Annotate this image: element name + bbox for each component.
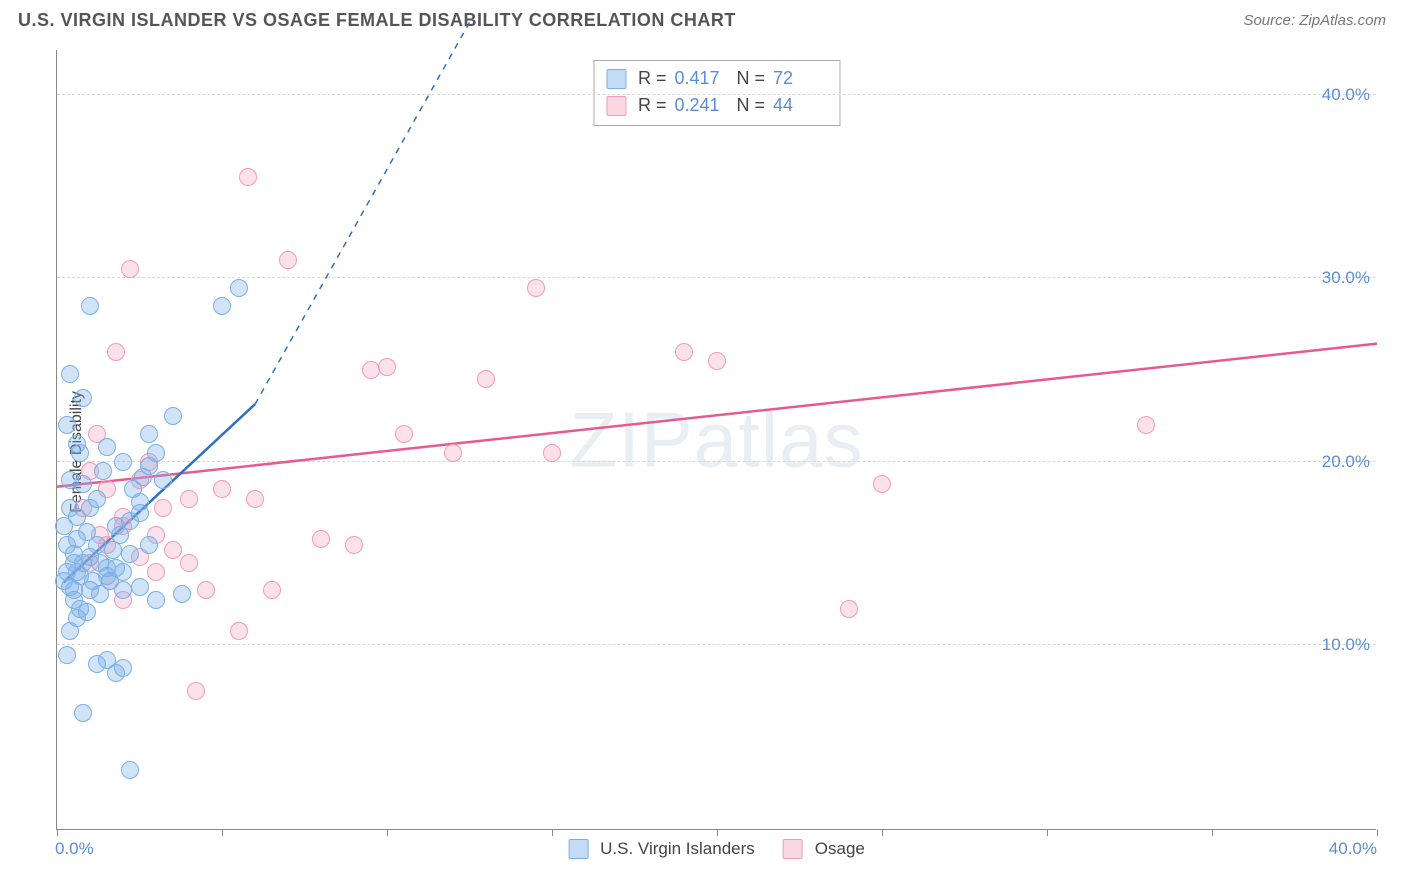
x-tick <box>1377 829 1378 836</box>
scatter-point-blue <box>230 279 248 297</box>
series-legend: U.S. Virgin Islanders Osage <box>568 839 865 859</box>
scatter-point-pink <box>197 581 215 599</box>
scatter-point-pink <box>279 251 297 269</box>
chart-container: Female Disability ZIPatlas R = 0.417 N =… <box>18 42 1388 862</box>
scatter-point-pink <box>873 475 891 493</box>
scatter-point-pink <box>107 343 125 361</box>
scatter-point-pink <box>1137 416 1155 434</box>
scatter-point-pink <box>444 444 462 462</box>
x-tick <box>1047 829 1048 836</box>
chart-title: U.S. VIRGIN ISLANDER VS OSAGE FEMALE DIS… <box>18 10 736 31</box>
scatter-point-blue <box>98 438 116 456</box>
scatter-point-blue <box>140 536 158 554</box>
x-tick <box>222 829 223 836</box>
scatter-point-pink <box>263 581 281 599</box>
scatter-point-blue <box>88 536 106 554</box>
scatter-point-blue <box>74 475 92 493</box>
x-tick <box>1212 829 1213 836</box>
scatter-point-pink <box>395 425 413 443</box>
scatter-point-blue <box>107 559 125 577</box>
scatter-point-pink <box>239 168 257 186</box>
scatter-point-blue <box>164 407 182 425</box>
scatter-point-blue <box>173 585 191 603</box>
legend-label-pink: Osage <box>815 839 865 859</box>
scatter-point-pink <box>543 444 561 462</box>
x-tick <box>387 829 388 836</box>
scatter-point-pink <box>708 352 726 370</box>
scatter-point-blue <box>114 581 132 599</box>
scatter-point-blue <box>154 471 172 489</box>
trend-lines <box>57 50 1377 830</box>
scatter-point-pink <box>213 480 231 498</box>
scatter-point-blue <box>94 462 112 480</box>
swatch-blue-icon <box>568 839 588 859</box>
x-tick-label: 40.0% <box>1329 839 1377 859</box>
scatter-point-blue <box>61 365 79 383</box>
scatter-point-blue <box>121 512 139 530</box>
scatter-point-pink <box>362 361 380 379</box>
scatter-point-blue <box>61 622 79 640</box>
scatter-point-blue <box>121 761 139 779</box>
x-tick <box>57 829 58 836</box>
scatter-point-blue <box>74 389 92 407</box>
scatter-point-blue <box>213 297 231 315</box>
scatter-point-blue <box>114 453 132 471</box>
legend-label-blue: U.S. Virgin Islanders <box>600 839 755 859</box>
scatter-point-blue <box>78 603 96 621</box>
scatter-point-blue <box>68 435 86 453</box>
scatter-point-blue <box>74 704 92 722</box>
x-tick <box>717 829 718 836</box>
scatter-point-pink <box>154 499 172 517</box>
scatter-point-blue <box>114 659 132 677</box>
scatter-point-blue <box>121 545 139 563</box>
scatter-point-pink <box>246 490 264 508</box>
scatter-point-blue <box>81 297 99 315</box>
source-label: Source: ZipAtlas.com <box>1243 12 1386 29</box>
scatter-point-pink <box>180 490 198 508</box>
plot-area: ZIPatlas R = 0.417 N = 72 R = 0.241 N = … <box>56 50 1376 830</box>
scatter-point-blue <box>147 444 165 462</box>
scatter-point-blue <box>58 416 76 434</box>
x-tick-label: 0.0% <box>55 839 94 859</box>
scatter-point-blue <box>140 425 158 443</box>
legend-item-pink: Osage <box>783 839 865 859</box>
scatter-point-pink <box>180 554 198 572</box>
scatter-point-pink <box>164 541 182 559</box>
scatter-point-pink <box>121 260 139 278</box>
scatter-point-blue <box>131 493 149 511</box>
scatter-point-pink <box>675 343 693 361</box>
scatter-point-pink <box>345 536 363 554</box>
x-tick <box>552 829 553 836</box>
scatter-point-pink <box>527 279 545 297</box>
scatter-point-blue <box>61 499 79 517</box>
scatter-point-blue <box>131 578 149 596</box>
scatter-point-blue <box>147 591 165 609</box>
swatch-pink-icon <box>783 839 803 859</box>
legend-item-blue: U.S. Virgin Islanders <box>568 839 755 859</box>
scatter-point-blue <box>58 646 76 664</box>
scatter-point-pink <box>312 530 330 548</box>
scatter-point-pink <box>840 600 858 618</box>
scatter-point-pink <box>147 563 165 581</box>
x-tick <box>882 829 883 836</box>
scatter-point-pink <box>477 370 495 388</box>
scatter-point-pink <box>187 682 205 700</box>
scatter-point-pink <box>378 358 396 376</box>
scatter-point-pink <box>230 622 248 640</box>
scatter-point-blue <box>88 490 106 508</box>
